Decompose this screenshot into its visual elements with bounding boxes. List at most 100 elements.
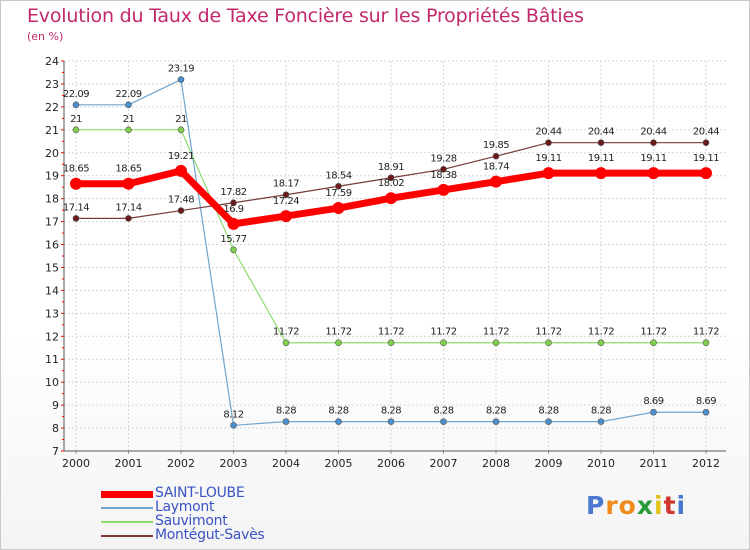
data-point <box>177 207 185 214</box>
x-tick-label: 2012 <box>692 457 720 470</box>
legend-label: Laymont <box>155 499 215 515</box>
chart-unit-label: (en %) <box>27 30 64 43</box>
data-label: 17.48 <box>168 195 194 206</box>
legend-item: Montégut-Savès <box>101 527 361 543</box>
data-point <box>227 217 240 230</box>
data-point <box>440 339 447 347</box>
data-label: 11.72 <box>430 327 456 338</box>
data-labels-layer: 22.09 22.09 23.19 8.12 8.28 8.28 8.28 8.28 8.28 8… <box>63 64 720 421</box>
data-point <box>70 177 82 190</box>
data-label: 8.28 <box>381 406 401 417</box>
y-tick-label: 17 <box>45 216 59 229</box>
data-point <box>175 164 187 177</box>
x-tick-label: 2010 <box>587 457 615 470</box>
data-label: 11.72 <box>325 327 351 338</box>
data-label: 18.38 <box>430 170 456 181</box>
y-tick-label: 15 <box>45 261 59 274</box>
data-label: 11.72 <box>588 327 614 338</box>
data-point <box>650 139 657 146</box>
legend-label: Sauvimont <box>155 513 228 529</box>
y-tick-label: 14 <box>45 284 59 297</box>
y-tick-label: 23 <box>45 78 59 91</box>
data-label: 8.28 <box>538 406 558 417</box>
data-label: 17.82 <box>220 187 246 198</box>
data-point <box>177 126 185 134</box>
x-tick-label: 2001 <box>115 457 143 470</box>
data-point <box>702 339 710 347</box>
y-tick-label: 7 <box>52 445 59 458</box>
y-tick-label: 18 <box>45 193 59 206</box>
y-tick-label: 9 <box>52 399 59 412</box>
x-tick-label: 2000 <box>62 457 90 470</box>
data-label: 20.44 <box>640 127 666 138</box>
data-point <box>440 165 447 173</box>
legend-swatch <box>101 491 153 498</box>
data-point <box>545 139 552 146</box>
data-label: 15.77 <box>220 234 246 245</box>
data-label: 8.28 <box>486 406 506 417</box>
data-point <box>700 167 712 180</box>
legend-item: Laymont <box>101 499 361 515</box>
data-label: 17.59 <box>325 188 351 199</box>
data-label: 23.19 <box>168 64 194 75</box>
data-label: 19.11 <box>535 153 561 164</box>
data-label: 11.72 <box>535 327 561 338</box>
x-tick-label: 2009 <box>535 457 563 470</box>
x-tick-label: 2011 <box>640 457 668 470</box>
data-point <box>230 246 237 254</box>
y-tick-label: 20 <box>45 147 59 160</box>
x-tick-label: 2008 <box>482 457 510 470</box>
x-tick-label: 2004 <box>272 457 300 470</box>
legend-swatch <box>101 535 153 537</box>
data-point <box>490 175 502 188</box>
data-point <box>492 152 500 160</box>
data-label: 17.14 <box>63 202 89 213</box>
data-point <box>650 339 657 347</box>
legend-item: SAINT-LOUBE <box>101 485 361 501</box>
data-label: 18.91 <box>378 162 404 173</box>
proxiti-logo: Proxiti <box>586 491 686 520</box>
data-point <box>72 215 80 222</box>
y-tick-label: 16 <box>45 239 59 252</box>
x-tick-label: 2005 <box>325 457 353 470</box>
data-point <box>492 418 500 425</box>
data-label: 8.28 <box>328 406 348 417</box>
data-label: 20.44 <box>535 127 561 138</box>
logo-letter: i <box>676 491 687 520</box>
data-label: 8.28 <box>433 406 453 417</box>
legend-swatch <box>101 507 153 509</box>
data-point <box>702 408 710 416</box>
data-point <box>387 174 395 182</box>
data-label: 11.72 <box>378 327 404 338</box>
y-tick-label: 19 <box>45 170 59 183</box>
data-point <box>72 101 80 109</box>
chart-title: Evolution du Taux de Taxe Foncière sur l… <box>27 5 584 27</box>
legend-swatch <box>101 521 153 523</box>
y-tick-label: 8 <box>52 422 59 435</box>
data-point <box>595 167 607 180</box>
data-label: 21 <box>123 114 135 125</box>
data-point <box>280 210 292 223</box>
data-label: 18.54 <box>325 170 351 181</box>
logo-letter: o <box>618 491 637 520</box>
chart-axes: 7 8 9 10 11 12 13 14 15 16 17 18 19 20 21 22 23 24 2000 200… <box>45 55 726 470</box>
data-label: 11.72 <box>273 327 299 338</box>
data-label: 19.11 <box>693 153 719 164</box>
data-point <box>492 339 500 347</box>
data-point <box>387 418 395 425</box>
data-label: 21 <box>70 114 82 125</box>
data-label: 11.72 <box>483 327 509 338</box>
data-point <box>125 126 132 134</box>
data-point <box>282 191 290 199</box>
legend-label: SAINT-LOUBE <box>155 485 245 501</box>
logo-letter: i <box>654 491 664 520</box>
data-label: 17.24 <box>273 196 299 207</box>
data-label: 22.09 <box>63 89 89 100</box>
data-label: 16.9 <box>223 204 243 215</box>
chart-grid <box>64 60 726 452</box>
data-point <box>545 418 552 425</box>
x-tick-label: 2007 <box>430 457 458 470</box>
data-point <box>282 418 290 425</box>
data-label: 19.11 <box>640 153 666 164</box>
